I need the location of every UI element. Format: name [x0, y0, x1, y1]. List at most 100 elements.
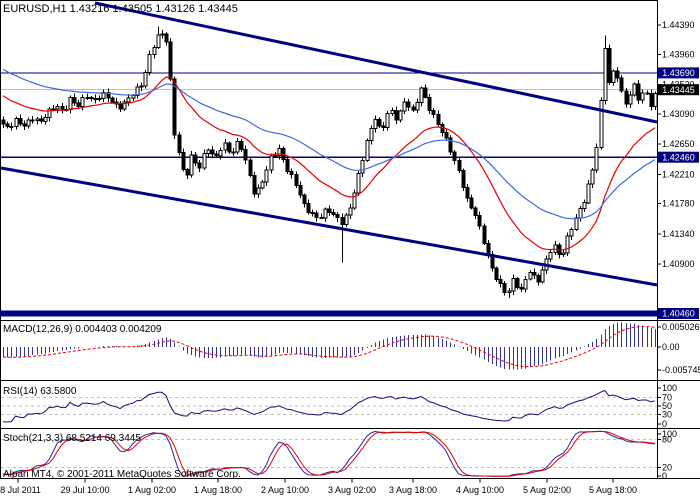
rsi-label: RSI(14) 63.5800	[3, 386, 77, 397]
candle	[14, 116, 19, 130]
candle	[164, 31, 169, 46]
candle	[135, 83, 140, 99]
candle	[599, 97, 604, 150]
candle	[452, 150, 457, 165]
candle	[55, 104, 60, 113]
candle	[553, 241, 558, 255]
candle	[628, 91, 633, 108]
candle	[218, 147, 223, 160]
candle	[473, 206, 478, 220]
candle	[60, 103, 65, 114]
hline-price-box	[658, 67, 699, 79]
price-axis[interactable]: 1.443901.439601.435201.430901.426501.422…	[657, 20, 699, 319]
candle	[360, 156, 365, 178]
bottom-line-price-box-label: 1.40460	[662, 309, 695, 319]
candle	[352, 189, 357, 211]
candle	[143, 70, 148, 89]
macd-tick-label: -0.005745	[662, 365, 700, 375]
price-tick-label: 1.44390	[662, 20, 695, 30]
rsi-tick-label: 0	[662, 419, 667, 429]
candle	[227, 141, 232, 154]
candle	[197, 160, 202, 173]
candle	[406, 99, 411, 112]
time-axis-label: 4 Aug 10:00	[456, 485, 504, 495]
candle	[273, 152, 278, 158]
macd-histogram	[3, 322, 656, 370]
stoch-tick-label: 100	[662, 429, 677, 439]
copyright-text: Alpari MT4, © 2001-2011 MetaQuotes Softw…	[3, 469, 241, 480]
candle	[415, 98, 420, 114]
candle	[306, 199, 311, 215]
candle	[477, 211, 482, 230]
time-axis[interactable]: 28 Jul 2011 29 Jul 10:00 1 Aug 02:00 1 Aug …	[0, 478, 637, 496]
candle	[519, 283, 524, 293]
candle	[231, 148, 236, 156]
candle	[540, 266, 545, 284]
candle	[611, 69, 616, 86]
candle	[235, 138, 240, 155]
candle	[248, 157, 253, 178]
time-axis-label: 1 Aug 18:00	[194, 485, 242, 495]
candle	[469, 194, 474, 210]
candle	[47, 106, 52, 122]
current-price-box	[658, 84, 699, 96]
trendline-upper[interactable]	[94, 1, 658, 124]
rsi-tick-label: 50	[662, 401, 672, 411]
candle	[381, 122, 386, 132]
price-tick-label: 1.40900	[662, 259, 695, 269]
macd-label: MACD(12,26,9) 0.004403 0.004209	[3, 324, 162, 335]
candle	[118, 100, 123, 113]
candle	[202, 149, 207, 170]
candle	[448, 134, 453, 155]
candle	[177, 131, 182, 156]
candle	[285, 155, 290, 174]
candle	[214, 150, 219, 158]
candle	[615, 67, 620, 83]
candle	[139, 82, 144, 92]
candle	[498, 275, 503, 288]
candle	[507, 288, 512, 299]
candle	[206, 148, 211, 158]
window-separator[interactable]	[0, 310, 657, 317]
candle	[528, 269, 533, 281]
candle	[72, 93, 77, 106]
candle	[97, 95, 102, 102]
candle	[168, 37, 173, 81]
candle	[160, 30, 165, 39]
candle	[565, 232, 570, 256]
candle	[348, 204, 353, 220]
candle	[373, 115, 378, 133]
candle	[344, 213, 349, 228]
stoch-tick-label: 80	[662, 435, 672, 445]
candle	[126, 94, 131, 107]
rsi-tick-label: 100	[662, 383, 677, 393]
macd-axis[interactable]: 0.005026 0.00 -0.005745	[657, 322, 700, 375]
time-axis-label: 1 Aug 02:00	[128, 485, 176, 495]
macd-tick-label: 0.00	[662, 342, 680, 352]
time-axis-label: 5 Aug 18:00	[589, 485, 637, 495]
candle	[101, 89, 106, 102]
candle	[356, 171, 361, 197]
candle	[239, 139, 244, 153]
candle	[624, 88, 629, 108]
candle	[502, 280, 507, 296]
bottom-line-price-box	[658, 308, 699, 319]
candle	[365, 138, 370, 163]
trendline-lower[interactable]	[0, 166, 658, 287]
hline-price-box	[658, 151, 699, 163]
candle	[340, 213, 345, 263]
candle	[110, 96, 115, 104]
candle	[289, 168, 294, 179]
candle	[390, 107, 395, 116]
candle	[557, 243, 562, 259]
candle	[494, 266, 499, 282]
candle	[436, 110, 441, 127]
time-axis-label: 3 Aug 02:00	[328, 485, 376, 495]
candle	[43, 114, 48, 125]
rsi-tick-label: 70	[662, 393, 672, 403]
candle	[9, 122, 14, 131]
